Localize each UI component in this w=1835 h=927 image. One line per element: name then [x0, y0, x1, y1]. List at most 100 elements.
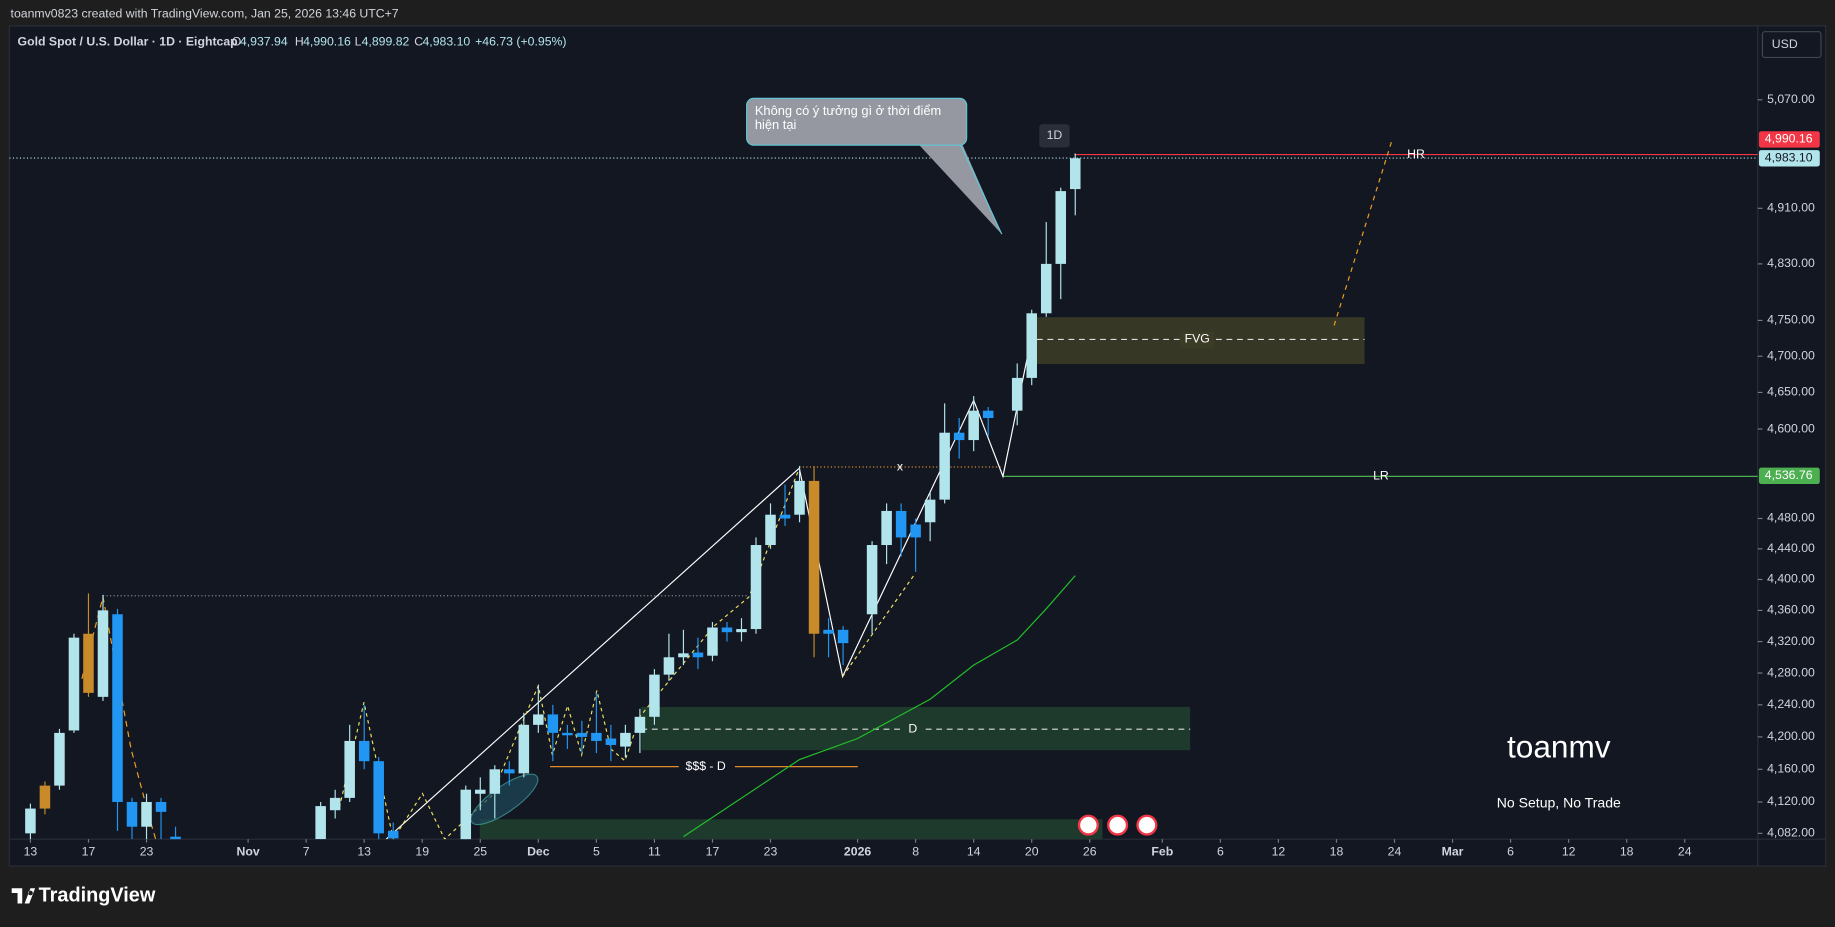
- note: No Setup, No Trade: [1497, 795, 1621, 811]
- price-label: 4,983.10: [1765, 151, 1813, 165]
- candle-body: [54, 732, 65, 786]
- brand-name: TradingView: [39, 885, 156, 907]
- projection: [1333, 137, 1394, 326]
- candle-body: [591, 732, 602, 741]
- o-label: O: [232, 34, 242, 48]
- candle-body: [808, 480, 820, 634]
- candle-body: [315, 806, 326, 840]
- candle-body: [547, 714, 559, 733]
- candle-body: [112, 614, 123, 802]
- x-tick-label: 17: [82, 844, 96, 858]
- candle-body: [25, 808, 36, 834]
- legend: Gold Spot / U.S. Dollar · 1D · Eightcap …: [18, 34, 567, 48]
- y-tick-label: 4,830.00: [1767, 256, 1815, 270]
- x-tick-label: 23: [764, 844, 778, 858]
- candle-body: [881, 510, 892, 546]
- high: 4,990.16: [303, 34, 351, 48]
- x-tick-label: 25: [473, 844, 487, 858]
- candle-body: [373, 761, 384, 834]
- candle-body: [97, 610, 109, 697]
- y-tick-label: 4,320.00: [1767, 634, 1815, 648]
- candle-body: [866, 545, 878, 615]
- x-tick-label: 17: [706, 844, 720, 858]
- moving-average: [683, 575, 1076, 838]
- low-zone: [479, 819, 1103, 840]
- x-tick-label: 23: [140, 844, 154, 858]
- h-label: H: [295, 34, 304, 48]
- x-label: x: [897, 459, 903, 473]
- candle-body: [649, 674, 660, 717]
- y-tick-label: 5,070.00: [1767, 92, 1815, 106]
- candle-body: [837, 629, 849, 644]
- trendline: [385, 467, 800, 840]
- candle-body: [663, 657, 675, 675]
- close: 4,983.10: [422, 34, 470, 48]
- candle-body: [823, 629, 834, 634]
- hr-label: HR: [1407, 147, 1425, 161]
- candle-body: [678, 653, 689, 658]
- candle-body: [329, 797, 341, 811]
- liq-bg: [678, 758, 735, 775]
- y-tick-label: 4,160.00: [1767, 762, 1815, 776]
- candle-body: [794, 480, 805, 515]
- candle-body: [562, 732, 573, 736]
- candle-body: [692, 652, 704, 658]
- y-tick-label: 4,360.00: [1767, 603, 1815, 617]
- x-tick-label: 6: [1507, 844, 1514, 858]
- candle-body: [460, 789, 472, 840]
- y-tick-label: 4,200.00: [1767, 729, 1815, 743]
- x-tick-label: 7: [303, 844, 310, 858]
- symbol: Gold Spot / U.S. Dollar · 1D · Eightcap: [18, 34, 238, 48]
- currency-button[interactable]: [1761, 31, 1822, 58]
- candle-body: [358, 740, 370, 762]
- candle-body: [387, 830, 399, 839]
- event-flag[interactable]: [1136, 814, 1158, 836]
- l-label: L: [355, 34, 362, 48]
- open: 4,937.94: [240, 34, 288, 48]
- event-flag[interactable]: [1077, 814, 1099, 836]
- x-tick-label: 13: [357, 844, 371, 858]
- candle-body: [1069, 158, 1081, 190]
- candle-body: [475, 789, 486, 794]
- author: toanmv: [1507, 728, 1611, 764]
- candle-body: [1026, 313, 1037, 378]
- callout-tail: [912, 138, 1002, 235]
- event-flag[interactable]: [1107, 814, 1129, 836]
- x-tick-label: 12: [1562, 844, 1576, 858]
- y-tick-label: 4,910.00: [1767, 201, 1815, 215]
- x-tick-label: 24: [1388, 844, 1402, 858]
- interval: 1D: [1047, 128, 1063, 142]
- callout: [746, 97, 968, 146]
- candle-body: [39, 785, 51, 809]
- y-tick-label: 4,480.00: [1767, 511, 1815, 525]
- candle-body: [968, 410, 979, 441]
- candle-body: [155, 801, 167, 812]
- candle-body: [605, 738, 617, 745]
- d-label: D: [908, 721, 917, 735]
- candle-body: [518, 724, 530, 774]
- y-tick-label: 4,700.00: [1767, 348, 1815, 362]
- y-tick-label: 4,440.00: [1767, 541, 1815, 555]
- logo: [11, 888, 36, 904]
- plot: [25, 153, 1081, 840]
- fvg-label: FVG: [1185, 332, 1210, 346]
- candle-body: [1040, 263, 1052, 314]
- brand: TradingView: [11, 885, 156, 907]
- candle-body: [170, 836, 181, 840]
- x-tick-label: 13: [24, 844, 38, 858]
- c-label: C: [414, 34, 423, 48]
- price-label-bg: [1758, 467, 1820, 485]
- price-label: 4,990.16: [1765, 132, 1813, 146]
- currency: USD: [1772, 37, 1798, 51]
- candle-body: [576, 732, 588, 737]
- candle-body: [750, 545, 762, 630]
- x-tick-label: Feb: [1151, 844, 1173, 858]
- candle-body: [634, 716, 646, 733]
- candle-body: [910, 524, 921, 538]
- d-bg: [903, 720, 923, 738]
- x-tick-label: 12: [1272, 844, 1286, 858]
- credit: toanmv0823 created with TradingView.com,…: [11, 6, 399, 20]
- y-tick-label: 4,280.00: [1767, 665, 1815, 679]
- candle-body: [504, 769, 515, 774]
